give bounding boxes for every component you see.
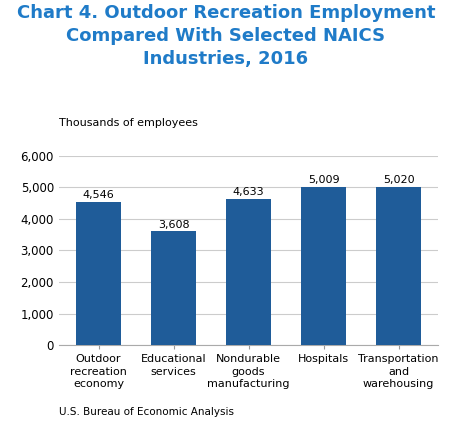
Text: 5,020: 5,020 xyxy=(382,175,414,185)
Bar xyxy=(151,231,196,345)
Text: Chart 4. Outdoor Recreation Employment
Compared With Selected NAICS
Industries, : Chart 4. Outdoor Recreation Employment C… xyxy=(17,4,434,68)
Bar xyxy=(76,202,121,345)
Bar xyxy=(226,199,271,345)
Text: 3,608: 3,608 xyxy=(157,220,189,229)
Text: Thousands of employees: Thousands of employees xyxy=(59,118,197,128)
Bar xyxy=(300,187,345,345)
Text: 4,546: 4,546 xyxy=(83,190,114,200)
Text: U.S. Bureau of Economic Analysis: U.S. Bureau of Economic Analysis xyxy=(59,407,233,417)
Bar xyxy=(375,187,420,345)
Text: 4,633: 4,633 xyxy=(232,187,264,197)
Text: 5,009: 5,009 xyxy=(307,175,339,185)
